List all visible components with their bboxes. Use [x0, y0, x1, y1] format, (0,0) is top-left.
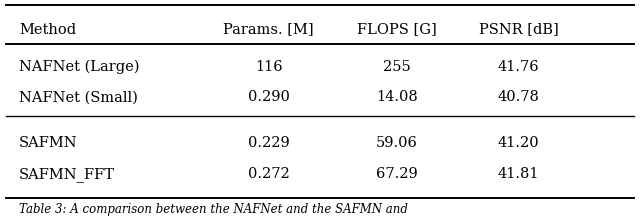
Text: SAFMN: SAFMN	[19, 136, 78, 150]
Text: NAFNet (Large): NAFNet (Large)	[19, 60, 140, 74]
Text: PSNR [dB]: PSNR [dB]	[479, 23, 558, 37]
Text: SAFMN_FFT: SAFMN_FFT	[19, 167, 115, 182]
Text: 255: 255	[383, 60, 411, 74]
Text: NAFNet (Small): NAFNet (Small)	[19, 90, 138, 104]
Text: 0.290: 0.290	[248, 90, 290, 104]
Text: 41.20: 41.20	[497, 136, 540, 150]
Text: 67.29: 67.29	[376, 167, 418, 181]
Text: 14.08: 14.08	[376, 90, 418, 104]
Text: 0.272: 0.272	[248, 167, 290, 181]
Text: 40.78: 40.78	[497, 90, 540, 104]
Text: Params. [M]: Params. [M]	[223, 23, 314, 37]
Text: 41.76: 41.76	[497, 60, 540, 74]
Text: Method: Method	[19, 23, 76, 37]
Text: FLOPS [G]: FLOPS [G]	[357, 23, 436, 37]
Text: 59.06: 59.06	[376, 136, 418, 150]
Text: Table 3: A comparison between the NAFNet and the SAFMN and: Table 3: A comparison between the NAFNet…	[19, 203, 408, 216]
Text: 116: 116	[255, 60, 283, 74]
Text: 0.229: 0.229	[248, 136, 290, 150]
Text: 41.81: 41.81	[498, 167, 539, 181]
